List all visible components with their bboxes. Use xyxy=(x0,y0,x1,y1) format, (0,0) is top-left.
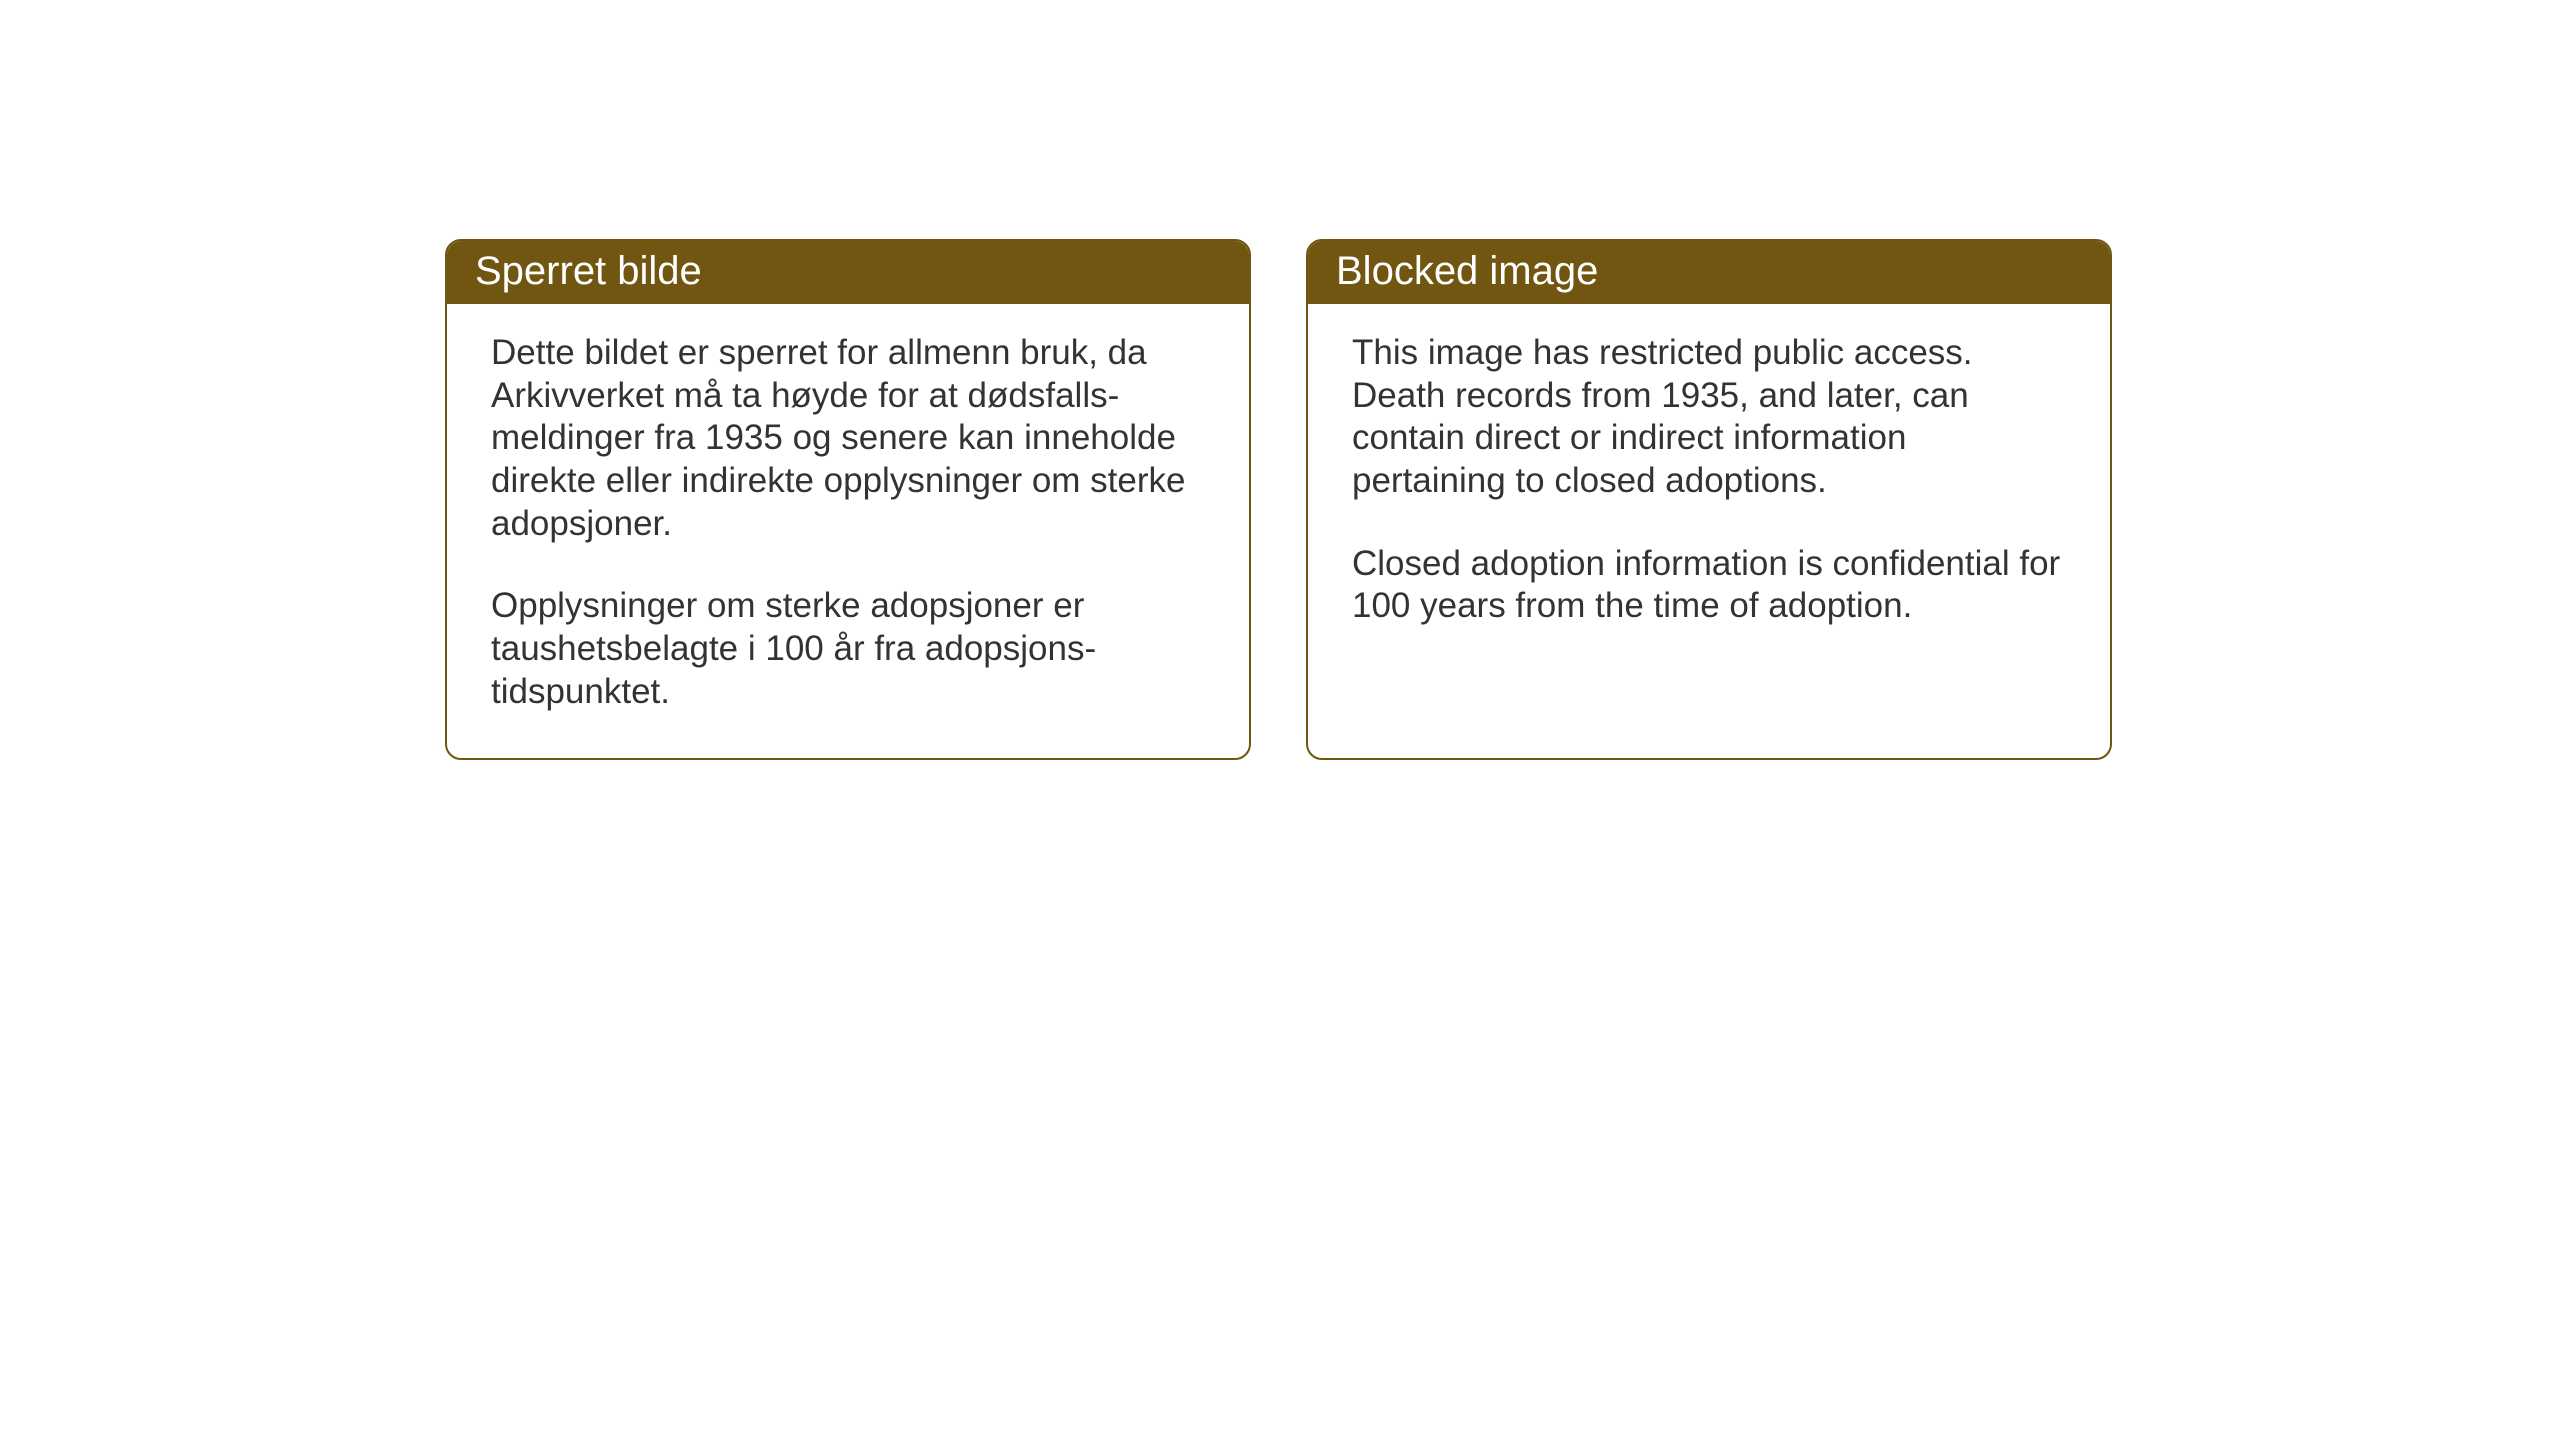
notice-container: Sperret bilde Dette bildet er sperret fo… xyxy=(445,239,2112,760)
card-paragraph-1-english: This image has restricted public access.… xyxy=(1352,332,2066,503)
notice-card-norwegian: Sperret bilde Dette bildet er sperret fo… xyxy=(445,239,1251,760)
card-paragraph-2-norwegian: Opplysninger om sterke adopsjoner er tau… xyxy=(491,585,1205,713)
card-body-norwegian: Dette bildet er sperret for allmenn bruk… xyxy=(447,304,1249,758)
card-title-english: Blocked image xyxy=(1336,249,2110,294)
card-header-english: Blocked image xyxy=(1308,241,2110,304)
card-title-norwegian: Sperret bilde xyxy=(475,249,1249,294)
card-paragraph-2-english: Closed adoption information is confident… xyxy=(1352,543,2066,628)
card-paragraph-1-norwegian: Dette bildet er sperret for allmenn bruk… xyxy=(491,332,1205,545)
card-body-english: This image has restricted public access.… xyxy=(1308,304,2110,672)
notice-card-english: Blocked image This image has restricted … xyxy=(1306,239,2112,760)
card-header-norwegian: Sperret bilde xyxy=(447,241,1249,304)
